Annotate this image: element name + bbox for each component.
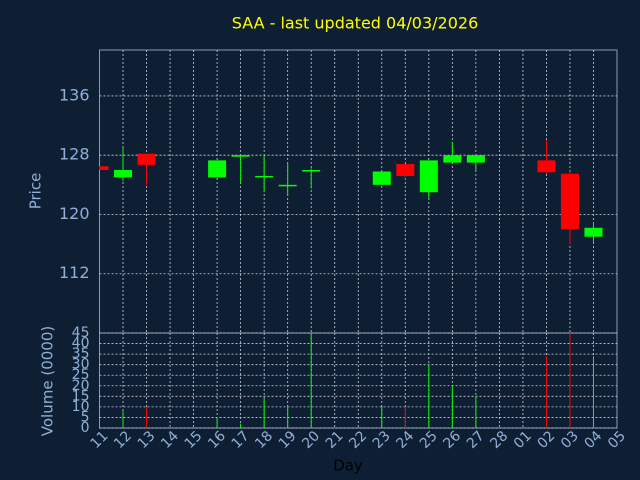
candle-body [99, 166, 109, 171]
y-tick-label: 25 [72, 367, 90, 383]
y-tick-label: 35 [72, 346, 90, 362]
y-tick-label: 10 [72, 399, 90, 415]
candle-body [255, 175, 274, 178]
candle-body [231, 155, 250, 157]
candle-body [302, 170, 321, 172]
candle-body [278, 184, 297, 187]
candle-body [560, 173, 579, 230]
candle-body [443, 155, 462, 163]
y-tick-label: 120 [59, 204, 90, 223]
candle-body [419, 160, 438, 193]
y-tick-label: 30 [72, 357, 90, 373]
candle-body [396, 164, 415, 176]
y-tick-label: 0 [81, 420, 90, 436]
candle-body [537, 160, 556, 173]
chart-title: SAA - last updated 04/03/2026 [232, 14, 479, 33]
candle-body [584, 227, 603, 237]
candle-body [208, 160, 227, 178]
y-tick-label: 136 [59, 85, 90, 104]
candle-body [114, 170, 133, 178]
y-axis-label: Price [27, 173, 45, 210]
y-tick-label: 20 [72, 378, 90, 394]
y-tick-label: 5 [81, 409, 90, 425]
y-tick-label: 128 [59, 145, 90, 164]
x-axis-label: Day [333, 457, 363, 475]
y-tick-label: 15 [72, 388, 90, 404]
y-axis-label: Volume (0000) [39, 326, 57, 436]
candle-body [466, 155, 485, 163]
y-tick-label: 40 [72, 336, 90, 352]
candle-body [372, 171, 391, 185]
y-tick-label: 45 [72, 325, 90, 341]
candle-body [137, 153, 156, 165]
y-tick-label: 112 [59, 263, 90, 282]
